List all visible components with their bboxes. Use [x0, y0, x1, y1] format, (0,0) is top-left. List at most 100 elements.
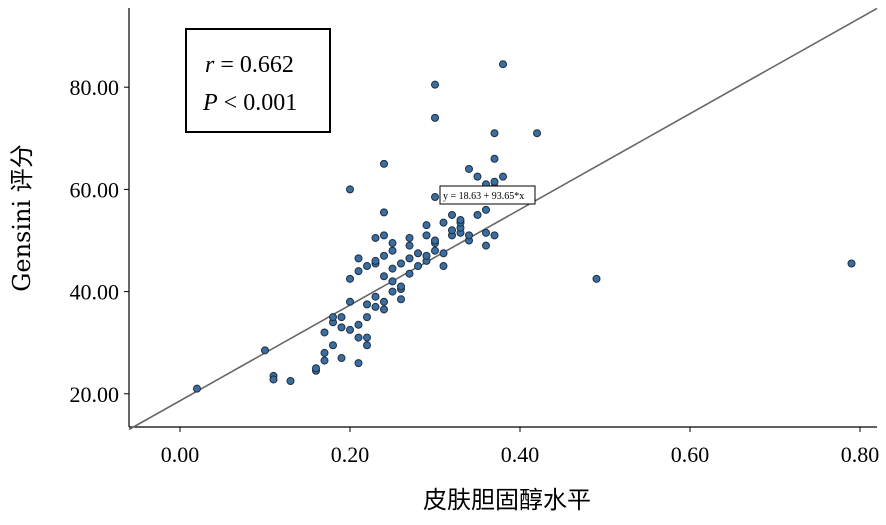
data-point [422, 251, 431, 260]
data-point [431, 80, 439, 89]
data-point [193, 384, 201, 393]
x-tick-label: 0.60 [671, 442, 710, 467]
data-point [490, 231, 499, 240]
data-point [354, 254, 363, 263]
x-tick-label: 0.40 [501, 442, 540, 467]
stats-box-frame [185, 28, 331, 133]
data-point [363, 313, 371, 322]
data-point [405, 269, 414, 278]
data-point [337, 323, 346, 332]
data-point [371, 256, 380, 265]
data-point [422, 231, 431, 240]
points-layer [193, 60, 856, 393]
data-point [337, 313, 346, 322]
data-point [397, 259, 405, 268]
data-point [320, 348, 329, 357]
data-point [473, 172, 482, 181]
data-point [431, 193, 439, 202]
axes [128, 8, 877, 428]
data-point [380, 251, 388, 260]
data-point [499, 60, 507, 69]
data-point [482, 205, 490, 214]
data-point [397, 295, 405, 304]
data-point [363, 341, 371, 350]
data-point [388, 246, 397, 255]
data-point [329, 341, 337, 350]
data-point [847, 259, 856, 268]
data-point [405, 241, 414, 250]
data-point [431, 113, 439, 122]
data-point [346, 325, 354, 334]
y-tick-label: 20.00 [70, 382, 120, 407]
fit-equation-label: y = 18.63 + 93.65*x [439, 185, 536, 205]
data-point [380, 159, 388, 168]
data-point [354, 333, 363, 342]
data-point [592, 274, 601, 283]
fit-line-layer [128, 7, 878, 431]
data-point [397, 282, 405, 291]
data-point [363, 300, 371, 309]
y-axis-title: Gensini 评分 [8, 144, 36, 292]
y-tick-label: 80.00 [70, 75, 120, 100]
data-point [448, 210, 456, 219]
data-point [482, 228, 490, 237]
data-point [346, 274, 354, 283]
x-tick-label: 0.00 [161, 442, 200, 467]
data-point [388, 277, 397, 286]
data-point [380, 272, 388, 281]
data-point [380, 208, 388, 217]
fit-equation-frame [439, 185, 536, 205]
data-point [439, 262, 448, 271]
fit-line [128, 7, 878, 431]
data-point [371, 233, 380, 242]
data-point [346, 185, 354, 194]
p-value: < 0.001 [218, 90, 298, 116]
data-point [380, 231, 388, 240]
data-point [388, 264, 397, 273]
data-point [320, 328, 329, 337]
data-point [431, 236, 439, 245]
data-point [448, 226, 456, 235]
x-tick-label: 0.20 [331, 442, 370, 467]
data-point [465, 164, 473, 173]
data-point [482, 241, 490, 250]
data-point [405, 254, 414, 263]
data-point [261, 346, 269, 355]
data-point [363, 262, 371, 271]
data-point [371, 292, 380, 301]
ticks: 0.00 0.20 0.40 0.60 0.80 20.00 40.00 60.00 80.00 [70, 75, 880, 467]
p-statistic: P < 0.001 [202, 90, 297, 116]
data-point [473, 210, 482, 219]
data-point [380, 305, 388, 314]
r-symbol: r [205, 52, 215, 78]
stats-box: r = 0.662 P < 0.001 [185, 28, 331, 133]
data-point [346, 297, 354, 306]
data-point [490, 129, 499, 138]
data-point [499, 172, 507, 181]
r-value: = 0.662 [214, 52, 294, 78]
data-point [354, 320, 363, 329]
data-point [456, 216, 465, 225]
data-point [490, 154, 499, 163]
data-point [414, 249, 422, 258]
x-tick-label: 0.80 [841, 442, 880, 467]
p-symbol: P [202, 90, 218, 116]
data-point [329, 313, 337, 322]
data-point [490, 177, 499, 186]
fit-equation-text: y = 18.63 + 93.65*x [443, 191, 524, 202]
data-point [320, 356, 329, 365]
x-axis-title: 皮肤胆固醇水平 [423, 486, 591, 514]
data-point [414, 262, 422, 271]
data-point [286, 377, 295, 386]
data-point [465, 231, 473, 240]
data-point [422, 221, 431, 230]
data-point [439, 249, 448, 258]
data-point [533, 129, 541, 138]
data-point [439, 218, 448, 227]
y-tick-label: 40.00 [70, 280, 120, 305]
data-point [388, 287, 397, 296]
y-tick-label: 60.00 [70, 177, 120, 202]
data-point [354, 359, 363, 368]
data-point [312, 364, 320, 373]
